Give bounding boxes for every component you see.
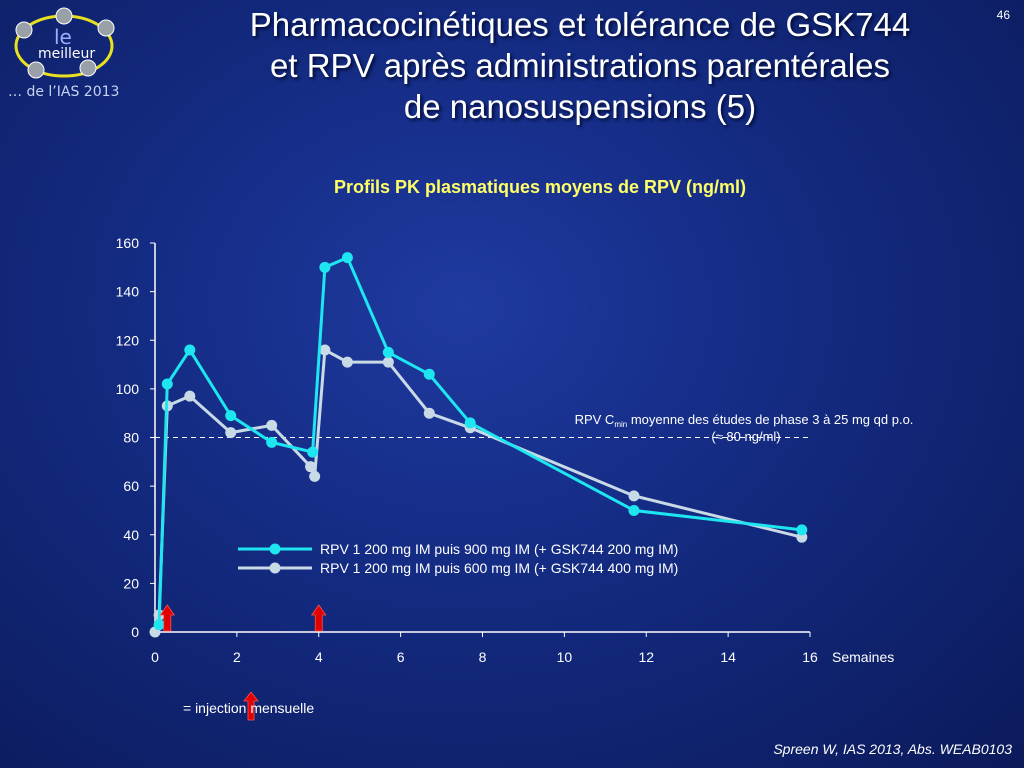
reference-line-label-line2: (≈ 80 ng/ml) [711,429,780,444]
y-tick-label: 0 [131,624,139,640]
data-point-series-1 [161,378,173,390]
reference-line-label: RPV Cmin moyenne des études de phase 3 à… [575,412,914,429]
x-tick-label: 16 [802,649,818,665]
logo-ball [27,61,45,79]
legend-label-2: RPV 1 200 mg IM puis 600 mg IM (+ GSK744… [320,560,678,576]
logo-ball [79,59,97,77]
logo-ball [55,7,73,25]
logo-text-bottom: meilleur [38,46,95,62]
legend-marker-2 [269,562,281,574]
citation: Spreen W, IAS 2013, Abs. WEAB0103 [773,741,1012,757]
logo-ball [97,19,115,37]
x-tick-label: 8 [479,649,487,665]
y-tick-label: 140 [116,284,140,300]
data-point-series-1 [464,417,476,429]
data-point-series-1 [628,504,640,516]
y-tick-label: 40 [123,527,139,543]
data-point-series-1 [225,410,237,422]
x-tick-label: 10 [557,649,573,665]
data-point-series-2 [266,419,278,431]
injection-legend-arrow-icon [243,692,259,721]
logo: le meilleur [14,7,115,79]
slide-title-line-1: Pharmacocinétiques et tolérance de GSK74… [249,6,911,43]
data-point-series-2 [309,470,321,482]
y-tick-label: 20 [123,575,139,591]
injection-arrow-icon [310,604,327,632]
data-point-series-2 [225,427,237,439]
legend-label-1: RPV 1 200 mg IM puis 900 mg IM (+ GSK744… [320,541,678,557]
injection-legend-label: = injection mensuelle [183,700,315,716]
data-point-series-2 [382,356,394,368]
data-point-series-1 [423,368,435,380]
data-point-series-1 [184,344,196,356]
x-tick-label: 14 [720,649,736,665]
x-tick-label: 12 [638,649,654,665]
injection-arrow-icon [159,604,176,632]
slide-number: 46 [996,8,1010,22]
x-tick-label: 2 [233,649,241,665]
legend-marker-1 [269,543,281,555]
data-point-series-2 [341,356,353,368]
y-tick-label: 100 [116,381,140,397]
data-point-series-1 [382,346,394,358]
series-line-2 [153,348,803,633]
slide-title: Pharmacocinétiques et tolérance de GSK74… [190,4,970,127]
data-point-series-2 [184,390,196,402]
x-axis-label: Semaines [832,649,894,665]
x-tick-label: 4 [315,649,323,665]
logo-text-top: le [54,25,72,49]
slide-title-line-2: et RPV après administrations parentérale… [270,47,890,84]
data-point-series-2 [628,490,640,502]
chart-title: Profils PK plasmatiques moyens de RPV (n… [333,177,747,197]
data-point-series-1 [153,619,165,631]
data-point-series-1 [319,261,331,273]
logo-ball [15,21,33,39]
slide-title-line-3: de nanosuspensions (5) [403,88,757,125]
data-point-series-2 [305,461,317,473]
data-point-series-1 [796,524,808,536]
data-point-series-1 [266,436,278,448]
data-point-series-1 [307,446,319,458]
x-tick-label: 6 [397,649,405,665]
logo-caption: … de l’IAS 2013 [8,84,120,100]
data-point-series-2 [423,407,435,419]
data-point-series-1 [341,252,353,264]
y-tick-label: 80 [123,430,139,446]
data-point-series-2 [319,344,331,356]
y-tick-label: 120 [116,332,140,348]
x-tick-label: 0 [151,649,159,665]
y-tick-label: 160 [116,235,140,251]
y-tick-label: 60 [123,478,139,494]
